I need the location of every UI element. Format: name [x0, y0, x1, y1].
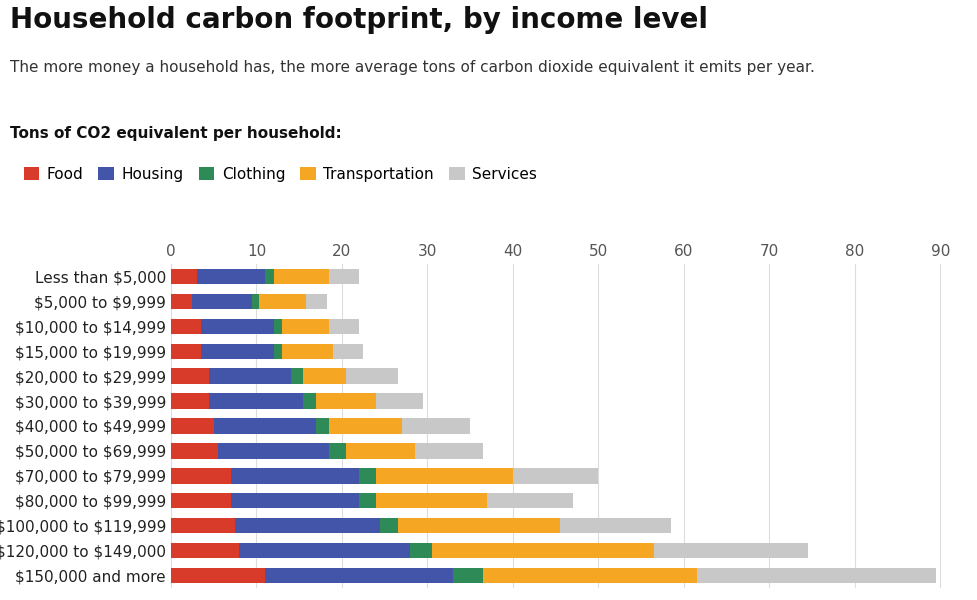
- Bar: [317, 394, 376, 409]
- Bar: [171, 543, 239, 559]
- Bar: [201, 344, 274, 359]
- Bar: [329, 269, 360, 284]
- Bar: [488, 493, 573, 508]
- Bar: [231, 493, 360, 508]
- Bar: [171, 394, 209, 409]
- Bar: [209, 394, 304, 409]
- Bar: [171, 443, 218, 458]
- Bar: [252, 293, 259, 309]
- Bar: [697, 568, 936, 583]
- Bar: [274, 319, 282, 334]
- Bar: [274, 269, 329, 284]
- Bar: [398, 518, 560, 533]
- Bar: [209, 368, 291, 384]
- Bar: [291, 368, 304, 384]
- Bar: [346, 443, 414, 458]
- Bar: [274, 344, 282, 359]
- Bar: [414, 443, 483, 458]
- Text: Tons of CO2 equivalent per household:: Tons of CO2 equivalent per household:: [10, 126, 342, 141]
- Bar: [306, 293, 327, 309]
- Bar: [453, 568, 483, 583]
- Bar: [402, 418, 470, 434]
- Bar: [376, 493, 488, 508]
- Bar: [201, 319, 274, 334]
- Bar: [329, 319, 360, 334]
- Text: Household carbon footprint, by income level: Household carbon footprint, by income le…: [10, 6, 707, 34]
- Bar: [329, 418, 402, 434]
- Bar: [483, 568, 697, 583]
- Bar: [239, 543, 410, 559]
- Bar: [376, 468, 513, 484]
- Bar: [282, 319, 329, 334]
- Bar: [214, 418, 317, 434]
- Bar: [513, 468, 598, 484]
- Bar: [171, 468, 231, 484]
- Legend: Food, Housing, Clothing, Transportation, Services: Food, Housing, Clothing, Transportation,…: [18, 161, 543, 188]
- Bar: [235, 518, 380, 533]
- Bar: [171, 368, 209, 384]
- Bar: [259, 293, 306, 309]
- Bar: [171, 518, 235, 533]
- Bar: [317, 418, 329, 434]
- Bar: [380, 518, 398, 533]
- Bar: [196, 269, 265, 284]
- Bar: [333, 344, 363, 359]
- Bar: [376, 394, 423, 409]
- Bar: [218, 443, 329, 458]
- Bar: [171, 293, 192, 309]
- Bar: [360, 468, 376, 484]
- Bar: [304, 368, 346, 384]
- Bar: [432, 543, 654, 559]
- Bar: [192, 293, 252, 309]
- Bar: [282, 344, 333, 359]
- Bar: [171, 418, 214, 434]
- Bar: [410, 543, 432, 559]
- Bar: [560, 518, 671, 533]
- Bar: [360, 493, 376, 508]
- Bar: [171, 568, 265, 583]
- Text: The more money a household has, the more average tons of carbon dioxide equivale: The more money a household has, the more…: [10, 60, 815, 75]
- Bar: [265, 269, 274, 284]
- Bar: [329, 443, 346, 458]
- Bar: [171, 269, 196, 284]
- Bar: [171, 493, 231, 508]
- Bar: [346, 368, 398, 384]
- Bar: [654, 543, 808, 559]
- Bar: [304, 394, 317, 409]
- Bar: [171, 344, 201, 359]
- Bar: [231, 468, 360, 484]
- Bar: [265, 568, 453, 583]
- Bar: [171, 319, 201, 334]
